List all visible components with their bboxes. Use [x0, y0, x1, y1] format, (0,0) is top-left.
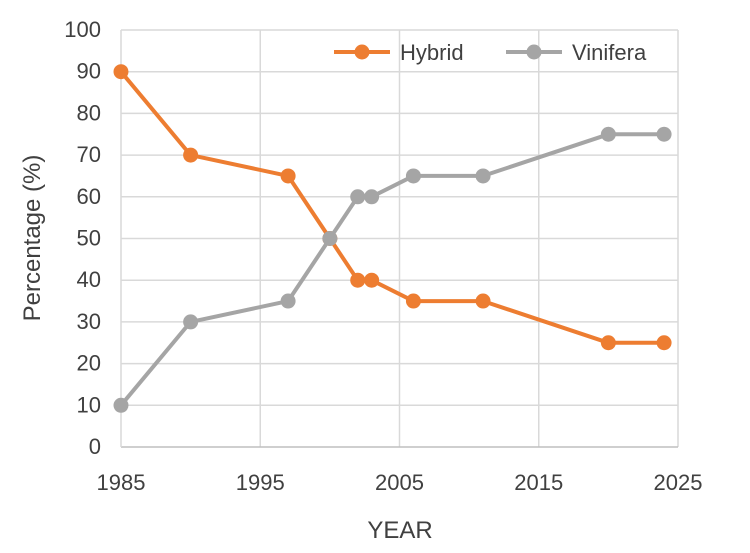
data-point-hybrid-2024: [656, 335, 672, 351]
legend-item-vinifera: Vinifera: [506, 40, 647, 65]
y-tick-label: 50: [77, 226, 101, 251]
data-point-hybrid-1985: [113, 64, 129, 80]
x-tick-label: 2025: [654, 470, 703, 495]
data-point-hybrid-2002: [350, 272, 366, 288]
gridlines: [121, 29, 679, 447]
y-tick-label: 40: [77, 267, 101, 292]
x-tick-label: 2015: [514, 470, 563, 495]
x-tick-label: 1985: [97, 470, 146, 495]
data-point-hybrid-1997: [280, 168, 296, 184]
data-point-vinifera-1997: [280, 293, 296, 309]
y-tick-label: 100: [64, 17, 101, 42]
y-tick-label: 30: [77, 309, 101, 334]
data-point-vinifera-1985: [113, 397, 129, 413]
y-tick-label: 0: [89, 434, 101, 459]
x-tick-label: 2005: [375, 470, 424, 495]
series-line-vinifera: [119, 132, 665, 407]
series-group: [113, 64, 672, 413]
legend-marker-hybrid: [354, 44, 370, 60]
data-point-hybrid-2011: [475, 293, 491, 309]
x-axis-title: YEAR: [367, 517, 432, 544]
legend-item-hybrid: Hybrid: [334, 40, 464, 65]
y-tick-label: 70: [77, 142, 101, 167]
y-tick-label: 90: [77, 59, 101, 84]
legend-label-vinifera: Vinifera: [572, 40, 647, 65]
y-axis-title: Percentage (%): [19, 155, 46, 322]
x-tick-label: 1995: [236, 470, 285, 495]
y-tick-label: 60: [77, 184, 101, 209]
data-point-vinifera-2003: [364, 189, 380, 205]
data-point-hybrid-1990: [183, 147, 199, 163]
y-tick-labels: 0 10 20 30 40 50 60 70 80 90 100: [64, 17, 101, 459]
data-point-vinifera-2020: [600, 126, 616, 142]
data-point-vinifera-1990: [183, 314, 199, 330]
data-point-hybrid-2003: [364, 272, 380, 288]
data-point-vinifera-2011: [475, 168, 491, 184]
data-point-hybrid-2006: [405, 293, 421, 309]
data-point-vinifera-2006: [405, 168, 421, 184]
legend-marker-vinifera: [526, 44, 542, 60]
data-point-vinifera-2000: [322, 231, 338, 246]
series-hybrid: [113, 64, 672, 351]
y-tick-label: 80: [77, 100, 101, 125]
data-point-vinifera-2024: [656, 126, 672, 142]
y-tick-label: 20: [77, 351, 101, 376]
legend: Hybrid Vinifera: [334, 40, 647, 65]
legend-label-hybrid: Hybrid: [400, 40, 464, 65]
data-point-vinifera-2002: [350, 189, 366, 205]
series-vinifera: [113, 126, 672, 413]
y-tick-label: 10: [77, 392, 101, 417]
x-tick-labels: 1985 1995 2005 2015 2025: [97, 470, 703, 495]
series-line-hybrid: [119, 70, 665, 345]
data-point-hybrid-2020: [600, 335, 616, 351]
axes: [120, 30, 678, 448]
